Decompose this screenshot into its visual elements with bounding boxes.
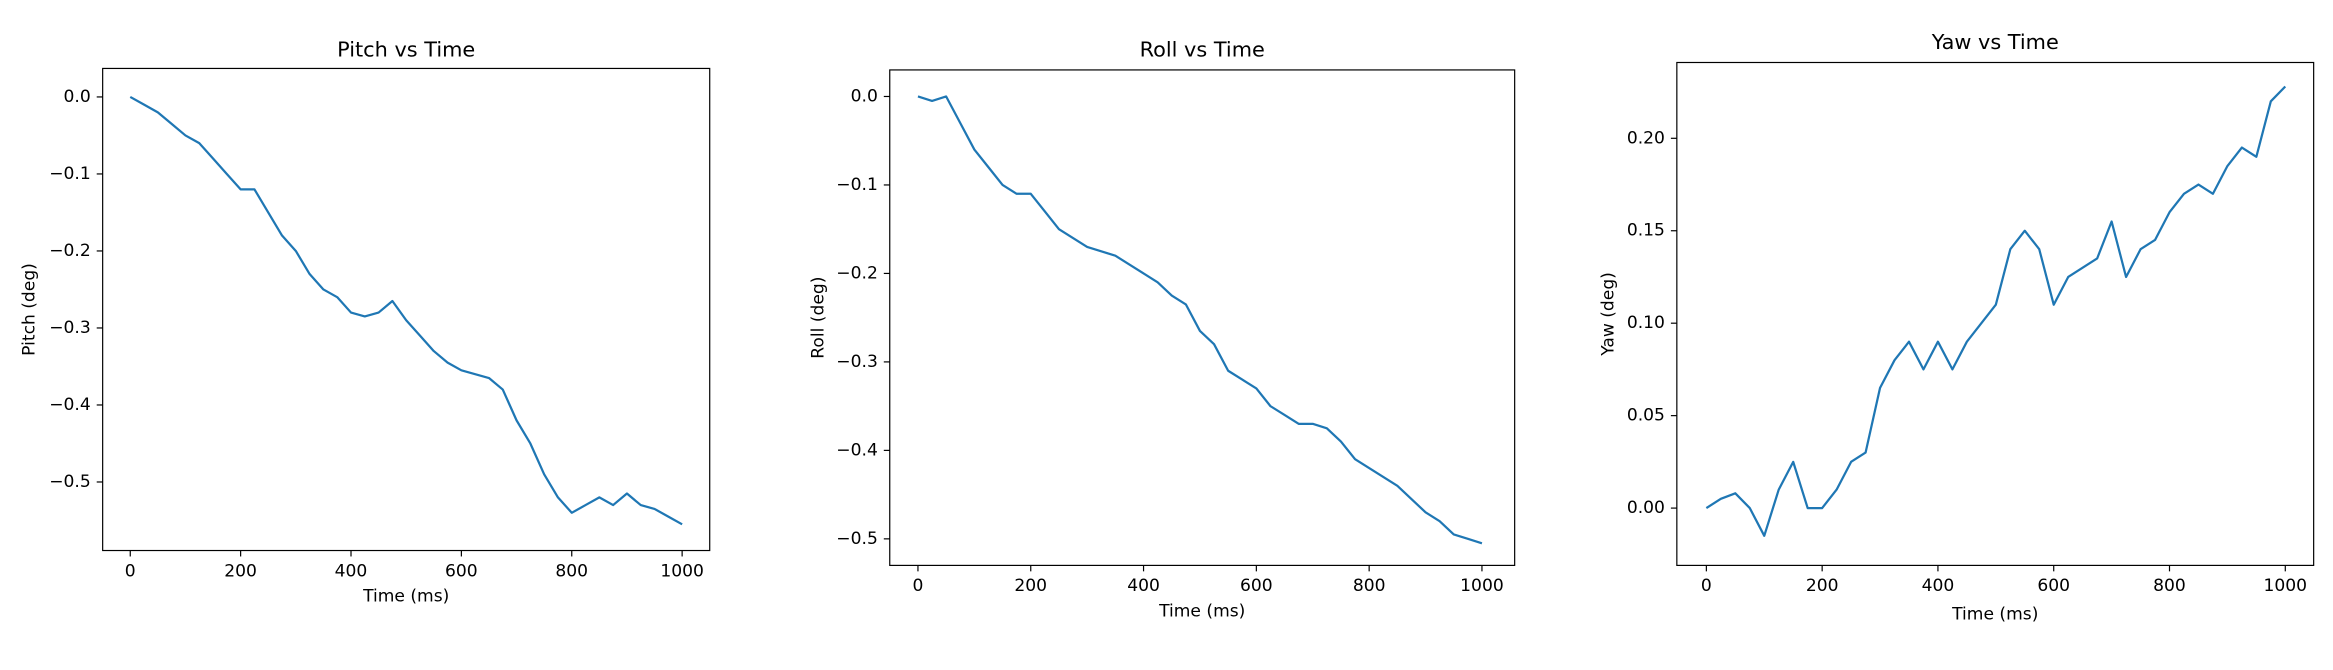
data-line	[917, 95, 1483, 545]
x-tick-label: 400	[335, 561, 368, 581]
y-tick-label: −0.2	[49, 241, 91, 261]
x-tick-label: 1000	[2264, 576, 2308, 596]
x-tick-label: 1000	[660, 561, 704, 581]
y-tick-label: 0.10	[1627, 313, 1665, 333]
x-axis-label: Time (ms)	[362, 587, 449, 607]
x-tick-label: 0	[125, 561, 136, 581]
x-tick-label: 800	[1353, 576, 1386, 596]
y-tick-label: 0.0	[851, 86, 878, 106]
x-tick-label: 200	[1806, 576, 1839, 596]
y-tick-label: −0.4	[836, 440, 878, 460]
y-tick-label: −0.1	[836, 175, 878, 195]
y-tick-label: 0.20	[1627, 128, 1665, 148]
x-tick-label: 800	[2153, 576, 2186, 596]
y-tick-label: −0.5	[836, 529, 878, 549]
y-tick-label: 0.05	[1627, 406, 1665, 426]
y-tick-label: −0.3	[836, 352, 878, 372]
y-tick-label: −0.2	[836, 263, 878, 283]
x-tick-label: 0	[913, 576, 924, 596]
y-tick-label: 0.15	[1627, 221, 1665, 241]
y-tick-label: −0.1	[49, 164, 91, 184]
plot-frame	[1676, 61, 2315, 566]
x-tick-label: 400	[1127, 576, 1160, 596]
y-axis-label: Yaw (deg)	[1598, 272, 1618, 357]
chart-title: Roll vs Time	[1140, 38, 1265, 62]
plot-frame	[102, 67, 711, 552]
data-line	[1705, 85, 2287, 537]
x-tick-label: 400	[1922, 576, 1955, 596]
y-tick-label: −0.5	[49, 472, 91, 492]
y-tick-label: −0.3	[49, 318, 91, 338]
x-tick-label: 1000	[1460, 576, 1504, 596]
y-tick-label: −0.4	[49, 395, 91, 415]
chart-title: Yaw vs Time	[1931, 30, 2059, 54]
x-tick-label: 600	[1240, 576, 1273, 596]
x-tick-label: 600	[2037, 576, 2070, 596]
plot-frame	[889, 69, 1516, 566]
x-tick-label: 800	[555, 561, 588, 581]
x-tick-label: 200	[1014, 576, 1047, 596]
x-axis-label: Time (ms)	[1951, 604, 2038, 624]
x-axis-label: Time (ms)	[1158, 602, 1245, 622]
y-tick-label: 0.0	[64, 87, 91, 107]
y-axis-label: Roll (deg)	[808, 277, 828, 359]
data-line	[129, 95, 683, 526]
y-tick-label: 0.00	[1627, 498, 1665, 518]
y-axis-label: Pitch (deg)	[20, 263, 40, 356]
x-tick-label: 600	[445, 561, 478, 581]
x-tick-label: 0	[1701, 576, 1712, 596]
chart-title: Pitch vs Time	[337, 38, 475, 62]
x-tick-label: 200	[224, 561, 257, 581]
